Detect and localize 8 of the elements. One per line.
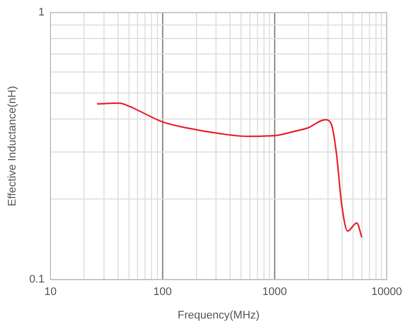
x-axis-title: Frequency(MHz)	[178, 309, 260, 322]
x-tick-label: 1000	[262, 286, 287, 298]
y-tick-label: 0.1	[29, 274, 44, 286]
y-axis-title: Effective Inductance(nH)	[6, 86, 19, 206]
y-tick-label: 1	[38, 6, 44, 19]
x-tick-label: 10000	[371, 286, 402, 298]
x-tick-label: 100	[153, 286, 172, 298]
x-tick-label: 10	[44, 286, 57, 298]
